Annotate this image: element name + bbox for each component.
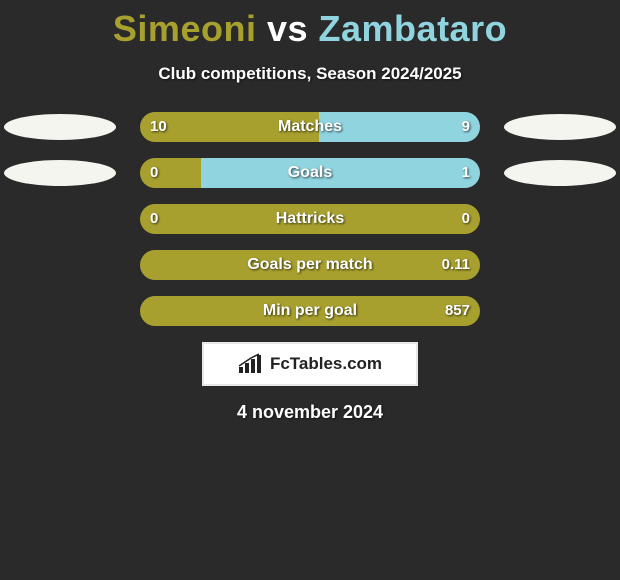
stat-label: Hattricks: [140, 204, 480, 234]
player2-badge: [504, 114, 616, 140]
player1-badge: [4, 160, 116, 186]
stat-label: Min per goal: [140, 296, 480, 326]
logo-text: FcTables.com: [270, 354, 382, 374]
stats-container: 109Matches 01Goals 00Hattricks 0.11Goals pe…: [0, 112, 620, 326]
stat-row: 00Hattricks: [0, 204, 620, 234]
stat-row: 857Min per goal: [0, 296, 620, 326]
stat-row: 01Goals: [0, 158, 620, 188]
player1-badge: [4, 114, 116, 140]
stat-row: 0.11Goals per match: [0, 250, 620, 280]
comparison-title: Simeoni vs Zambataro: [0, 0, 620, 50]
stat-label: Matches: [140, 112, 480, 142]
bar-chart-icon: [238, 353, 264, 375]
player2-name: Zambataro: [319, 8, 508, 49]
stat-label: Goals: [140, 158, 480, 188]
date-label: 4 november 2024: [0, 402, 620, 423]
source-logo: FcTables.com: [202, 342, 418, 386]
stat-label: Goals per match: [140, 250, 480, 280]
subtitle: Club competitions, Season 2024/2025: [0, 64, 620, 84]
vs-text: vs: [267, 8, 308, 49]
player1-name: Simeoni: [113, 8, 257, 49]
stat-row: 109Matches: [0, 112, 620, 142]
player2-badge: [504, 160, 616, 186]
